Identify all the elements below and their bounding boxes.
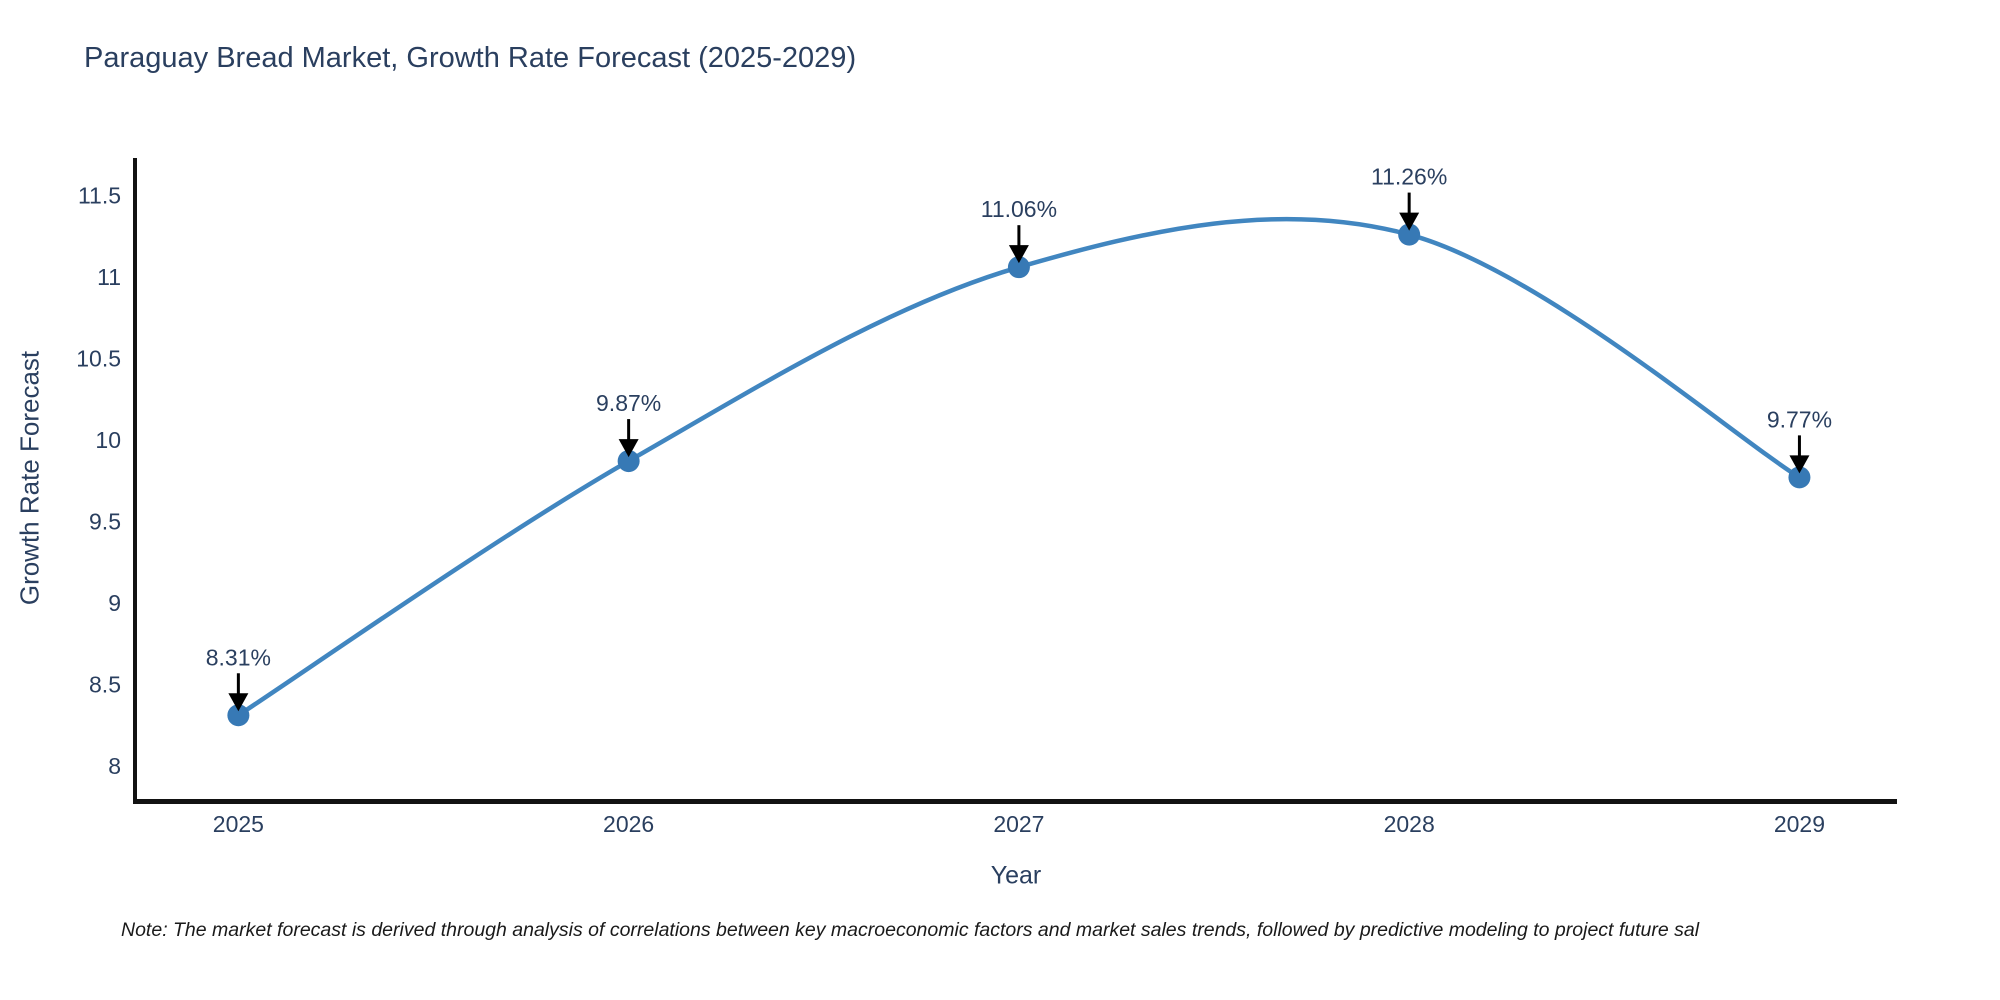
x-tick-label: 2025 <box>213 811 264 837</box>
y-tick-label: 8.5 <box>89 671 121 697</box>
footnote: Note: The market forecast is derived thr… <box>121 919 1700 941</box>
chart-title: Paraguay Bread Market, Growth Rate Forec… <box>84 42 857 74</box>
y-tick-label: 9.5 <box>89 508 121 534</box>
x-tick-label: 2026 <box>603 811 654 837</box>
x-tick-label: 2027 <box>993 811 1044 837</box>
x-axis-title: Year <box>990 861 1042 890</box>
x-axis-line <box>133 799 1897 804</box>
annotation-arrow-head <box>228 693 249 712</box>
y-tick-label: 10 <box>95 427 121 453</box>
y-tick-label: 10.5 <box>76 345 121 371</box>
annotation-arrow-head <box>1789 455 1810 474</box>
annotation-arrow-head <box>1399 212 1420 231</box>
annotation-arrow-head <box>618 439 639 458</box>
y-tick-label: 11.5 <box>78 182 121 208</box>
data-point-marker <box>227 704 250 727</box>
data-point-marker <box>1398 223 1421 246</box>
data-point-marker <box>1007 256 1030 279</box>
y-tick-label: 8 <box>108 753 121 779</box>
x-tick-label: 2029 <box>1774 811 1825 837</box>
y-axis-line <box>133 158 137 804</box>
point-annotation: 9.87% <box>596 390 661 416</box>
annotation-arrow-head <box>1008 245 1029 264</box>
point-annotation: 9.77% <box>1767 406 1832 432</box>
forecast-line <box>237 216 1801 718</box>
point-annotation: 11.26% <box>1371 164 1447 190</box>
x-tick-label: 2028 <box>1384 811 1435 837</box>
data-point-marker <box>1788 466 1811 489</box>
y-tick-label: 11 <box>97 264 121 290</box>
point-annotation: 11.06% <box>981 196 1057 222</box>
y-tick-label: 9 <box>108 590 121 616</box>
data-point-marker <box>617 450 640 473</box>
point-annotation: 8.31% <box>206 644 271 670</box>
